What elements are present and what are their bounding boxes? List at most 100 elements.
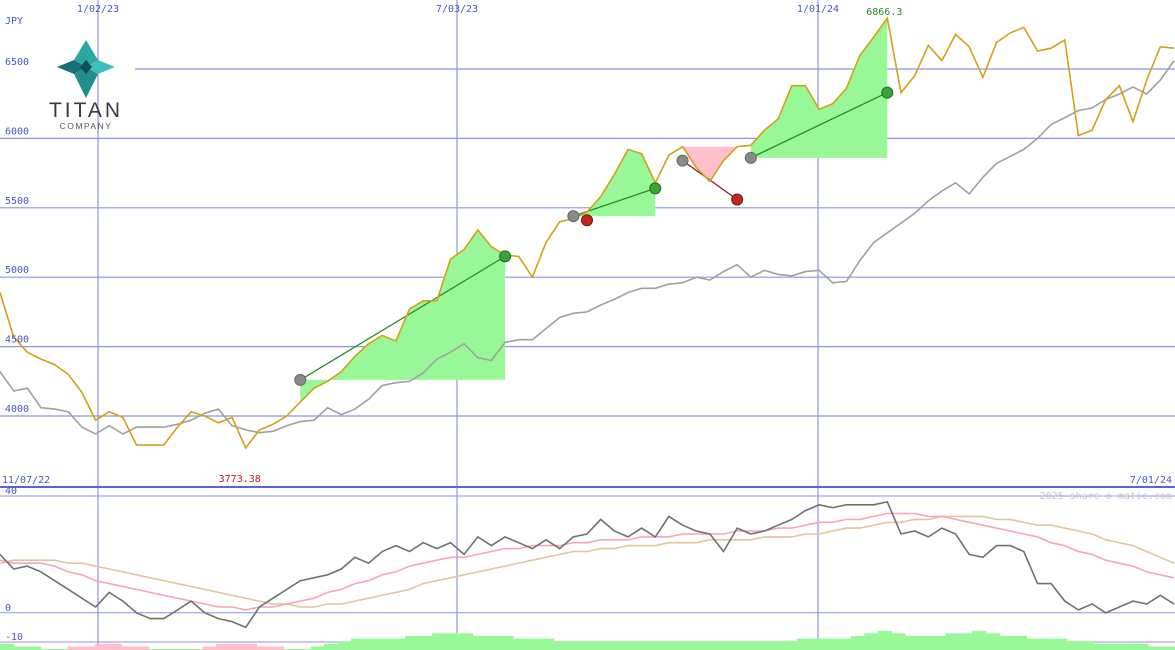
logo-wordmark: TITAN [49,99,123,122]
gain-area [573,149,656,219]
histogram-bar [459,633,474,650]
entry-point [294,373,307,386]
x-tick-label: 1/01/24 [797,4,839,15]
histogram-bar [1066,641,1081,650]
gain-area [750,18,888,158]
histogram-bar [567,641,582,650]
histogram-bar [958,633,973,650]
histogram-bar [702,641,717,650]
histogram-bar [985,633,1000,650]
histogram-bar [1080,641,1095,650]
histogram-bar [526,638,541,650]
histogram-bar [1093,643,1108,650]
indicator-line [0,500,1175,629]
loss-area [682,146,738,182]
histogram-bar [648,641,663,650]
histogram-bar [864,633,879,650]
histogram-bar [688,641,703,650]
ind-tick-label: 40 [5,486,17,497]
histogram-bar [850,636,865,650]
histogram-bar [661,641,676,650]
histogram-bar [364,638,379,650]
exit-point [649,182,662,195]
end-date-label: 7/01/24 [1130,475,1172,486]
histogram-bar [810,638,825,650]
histogram-bar [27,646,42,650]
histogram-bar [337,641,352,650]
histogram-bar [229,643,244,650]
histogram-bar [540,638,555,650]
histogram-bar [1012,636,1027,650]
histogram-bar [1120,643,1135,650]
price-series [0,16,1175,450]
histogram-bar [675,641,690,650]
y-tick-label: 6500 [5,57,29,68]
histogram-bar [769,641,784,650]
histogram-bar [580,641,595,650]
histogram-bar [621,641,636,650]
entry-point [676,154,689,167]
histogram-bar [945,633,960,650]
exit-point [881,86,894,99]
histogram-bar [1134,643,1149,650]
histogram-bar [1147,646,1162,650]
histogram-bar [0,643,15,650]
histogram-bar [877,630,892,650]
histogram-bar [432,633,447,650]
histogram-bar [486,636,501,650]
histogram-bar [405,636,420,650]
histogram-bar [13,646,28,650]
histogram-bar [715,641,730,650]
histogram-bar [67,646,82,650]
histogram-bar [121,646,136,650]
trade-line [299,255,506,381]
histogram-bar [783,641,798,650]
histogram-bar [202,646,217,650]
histogram-bar [81,646,96,650]
histogram-bar [1107,643,1122,650]
histogram-bar [1161,646,1175,650]
y-tick-label: 6000 [5,126,29,137]
histogram-bar [972,630,987,650]
y-tick-label: 4000 [5,404,29,415]
company-logo: TITAN COMPANY [49,40,123,131]
histogram-bar [918,636,933,650]
histogram-bar [553,641,568,650]
histogram-bar [445,633,460,650]
histogram-bar [216,643,231,650]
histogram-bar [135,646,150,650]
histogram-bar [931,636,946,650]
histogram-bar [891,633,906,650]
histogram-bar [729,641,744,650]
start-date-label: 11/07/22 [2,475,50,486]
histogram-bar [94,643,109,650]
x-tick-label: 7/03/23 [436,4,478,15]
histogram-bar [607,641,622,650]
logo-subtitle: COMPANY [60,121,113,131]
star-logo-icon [57,40,115,98]
watermark: 2025 share-o-matic.com [1040,491,1172,502]
histogram-bar [594,641,609,650]
price-line [0,16,1175,450]
histogram-bar [999,636,1014,650]
histogram-bar [823,638,838,650]
trade-line [750,92,888,159]
histogram-bar [634,641,649,650]
min-value-label: 3773.38 [219,474,261,485]
entry-point [744,151,757,164]
axis-labels: JPY 11/07/22 7/01/24 6866.3 3773.38 2025… [2,4,1172,643]
histogram-bar [243,643,258,650]
exit-point [731,193,744,206]
gain-area [300,230,506,403]
histogram-bar [1039,638,1054,650]
histogram-bar [351,638,366,650]
exit-point [499,250,512,263]
entry-point [567,210,580,223]
histogram-bar [742,641,757,650]
x-tick-label: 1/02/23 [77,4,119,15]
histogram-bar [391,638,406,650]
y-tick-label: 5000 [5,265,29,276]
histogram-bar [1053,638,1068,650]
